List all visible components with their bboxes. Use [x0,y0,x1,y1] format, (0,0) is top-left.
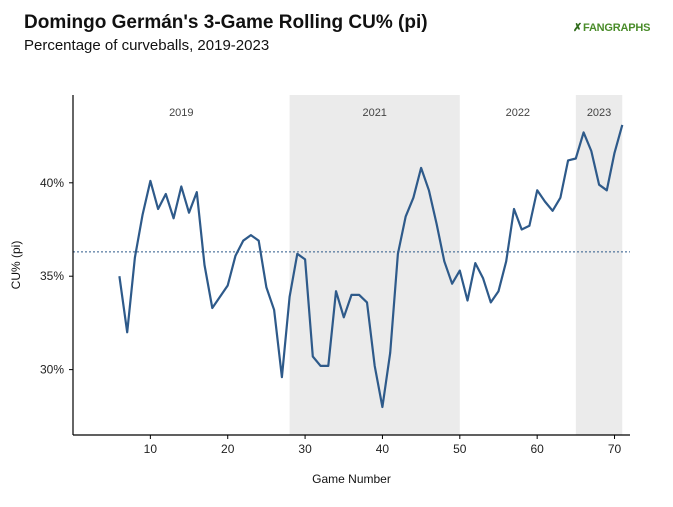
x-axis-ticks: 10 20 30 40 50 60 70 [144,435,622,456]
x-tick-label: 50 [453,442,467,456]
x-tick-label: 30 [298,442,312,456]
season-label-2021: 2021 [362,107,386,119]
x-tick-label: 40 [376,442,390,456]
y-tick-label: 35% [40,269,64,283]
chart-subtitle: Percentage of curveballs, 2019-2023 [24,37,270,54]
x-tick-label: 60 [530,442,544,456]
x-tick-label: 70 [608,442,622,456]
season-shading [289,95,623,435]
y-tick-label: 30% [40,363,64,377]
fangraphs-logo: ✗FANGRAPHS [573,21,650,34]
x-axis-title: Game Number [312,472,391,486]
season-labels: 2019 2021 2022 2023 [169,107,611,119]
chart-title: Domingo Germán's 3-Game Rolling CU% (pi) [24,12,428,33]
y-axis-title: CU% (pi) [9,241,23,290]
season-label-2019: 2019 [169,107,193,119]
x-tick-label: 20 [221,442,235,456]
season-label-2023: 2023 [587,107,611,119]
x-tick-label: 10 [144,442,158,456]
y-tick-label: 40% [40,176,64,190]
logo-text: FANGRAPHS [583,22,651,34]
season-shade-2021 [289,95,460,435]
logo-mark-icon: ✗ [573,22,583,34]
y-axis-ticks: 30% 35% 40% [40,176,73,377]
series-line [118,124,624,409]
season-label-2022: 2022 [506,107,530,119]
